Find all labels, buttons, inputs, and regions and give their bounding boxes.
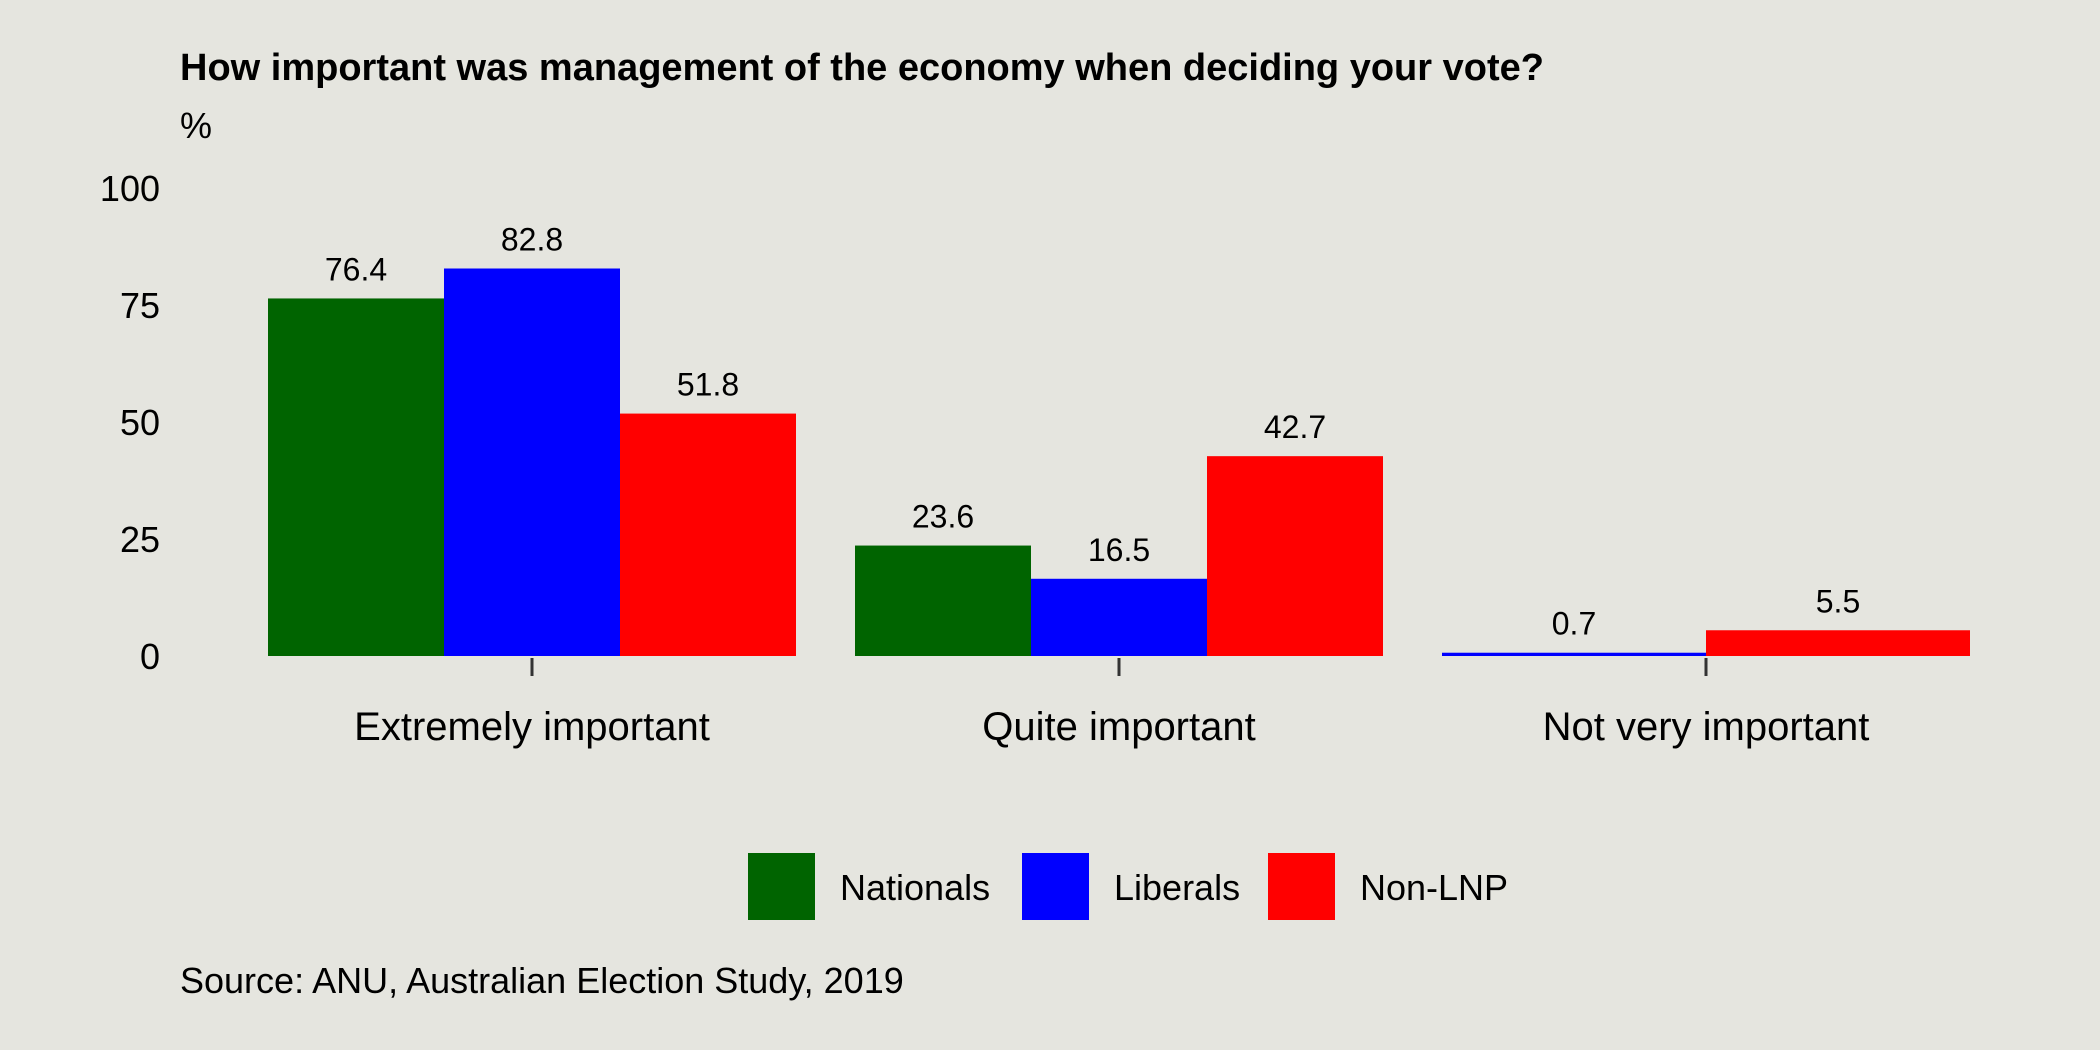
data-label: 76.4 (325, 251, 387, 287)
data-label: 5.5 (1816, 583, 1860, 619)
legend-label: Liberals (1114, 867, 1240, 908)
chart-title: How important was management of the econ… (180, 47, 1544, 89)
data-label: 82.8 (501, 221, 563, 257)
x-category-label: Quite important (982, 705, 1255, 749)
legend-swatch-nationals (748, 853, 815, 920)
legend-label: Non-LNP (1360, 867, 1508, 908)
bar-liberals-1 (444, 268, 620, 656)
bar-non-lnp-1 (620, 413, 796, 656)
y-tick-label: 50 (120, 402, 160, 443)
bar-liberals-2 (1031, 578, 1207, 656)
data-label: 16.5 (1088, 532, 1150, 568)
data-label: 0.7 (1552, 606, 1596, 642)
data-label: 51.8 (677, 367, 739, 403)
y-tick-label: 0 (140, 636, 160, 677)
y-tick-label: 100 (100, 168, 160, 209)
y-axis-ticks: 0 25 50 75 100 (100, 168, 160, 677)
y-tick-label: 75 (120, 285, 160, 326)
source-note: Source: ANU, Australian Election Study, … (180, 960, 904, 1001)
legend: Nationals Liberals Non-LNP (748, 853, 1508, 920)
bar-nationals-1 (268, 298, 444, 656)
bars: 76.4 82.8 51.8 23.6 16.5 42.7 0.7 5.5 (268, 221, 1970, 656)
data-label: 42.7 (1264, 409, 1326, 445)
bar-nationals-2 (855, 545, 1031, 656)
data-label: 23.6 (912, 499, 974, 535)
y-axis-label: % (180, 105, 212, 146)
x-axis: Extremely important Quite important Not ve… (354, 658, 1869, 749)
bar-non-lnp-3 (1706, 630, 1970, 656)
bar-non-lnp-2 (1207, 456, 1383, 656)
bar-liberals-3 (1442, 652, 1706, 656)
legend-swatch-liberals (1022, 853, 1089, 920)
legend-swatch-non-lnp (1268, 853, 1335, 920)
y-tick-label: 25 (120, 519, 160, 560)
x-category-label: Extremely important (354, 705, 710, 749)
x-category-label: Not very important (1543, 705, 1870, 749)
legend-label: Nationals (840, 867, 990, 908)
